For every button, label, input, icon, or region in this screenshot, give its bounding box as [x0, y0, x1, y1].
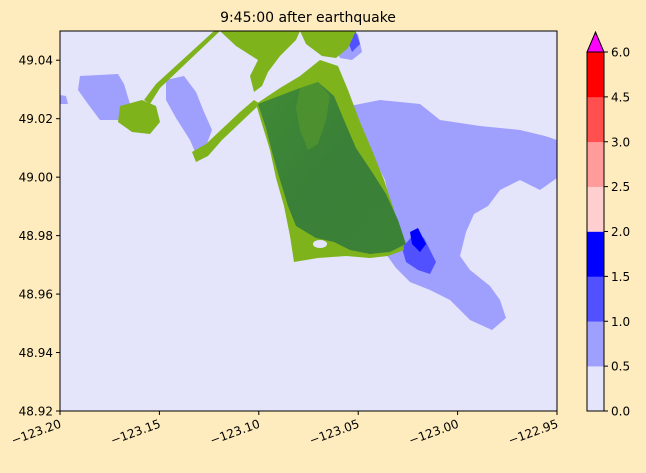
y-tick-label: 48.96 [19, 288, 53, 302]
inundation-region-west-edge [60, 95, 68, 104]
colorbar-tick-label: 2.5 [611, 180, 630, 194]
land-north-shore [220, 31, 300, 92]
y-tick-label: 48.92 [19, 405, 53, 419]
bay-interior [258, 82, 406, 254]
x-tick-label: −122.95 [506, 417, 560, 448]
colorbar-tick-label: 1.0 [611, 315, 630, 329]
colorbar-bin [587, 276, 604, 322]
colorbar-bin [587, 141, 604, 187]
colorbar-tick-label: 0.0 [611, 405, 630, 419]
x-tick-label: −123.05 [308, 417, 362, 448]
x-tick-label: −123.20 [9, 417, 63, 448]
x-tick-label: −123.10 [208, 417, 262, 448]
colorbar-tick-label: 4.5 [611, 90, 630, 104]
map-title: 9:45:00 after earthquake [220, 10, 396, 26]
colorbar-tick-label: 1.5 [611, 270, 630, 284]
inundation-deepest-southeast [410, 228, 426, 252]
inundation-region-west [78, 74, 130, 120]
colorbar-bin [587, 321, 604, 367]
land-west-patch [118, 100, 160, 134]
y-tick-label: 48.98 [19, 229, 53, 243]
y-axis: 48.92 48.94 48.96 48.98 49.00 49.02 49.04 [19, 54, 60, 419]
land-thin-arm [144, 31, 220, 104]
inundation-deep-southeast [402, 234, 436, 274]
map-frame [59, 30, 558, 412]
y-tick-label: 49.04 [19, 54, 53, 68]
colorbar-bin [587, 366, 604, 412]
colorbar-bin [587, 52, 604, 98]
colorbar-tick-label: 0.5 [611, 360, 630, 374]
inundation-layer [60, 31, 557, 330]
colorbar-bin [587, 186, 604, 232]
x-tick-label: −123.00 [407, 417, 461, 448]
bay-interior-highlight [296, 82, 330, 150]
colorbar-tick-label: 3.0 [611, 135, 630, 149]
colorbar-bin [587, 96, 604, 143]
colorbar: 0.0 0.5 1.0 1.5 2.0 2.5 3.0 4.5 6.0 [586, 30, 630, 419]
y-tick-label: 49.00 [19, 171, 53, 185]
x-tick-label: −123.15 [109, 417, 163, 448]
inundation-region-spit [166, 76, 212, 154]
land-island-small [313, 240, 327, 248]
land-northeast [300, 31, 356, 58]
colorbar-bin [587, 231, 604, 277]
inundation-region-east [350, 100, 557, 330]
map-plot-area [59, 30, 558, 412]
land-diagonal-spit [192, 100, 260, 162]
colorbar-extend-arrow [586, 30, 605, 53]
y-tick-label: 48.94 [19, 346, 53, 360]
y-tick-label: 49.02 [19, 112, 53, 126]
colorbar-tick-label: 2.0 [611, 225, 630, 239]
colorbar-tick-label: 6.0 [611, 46, 630, 60]
x-axis: −123.20 −123.15 −123.10 −123.05 −123.00 −122.… [9, 411, 560, 448]
